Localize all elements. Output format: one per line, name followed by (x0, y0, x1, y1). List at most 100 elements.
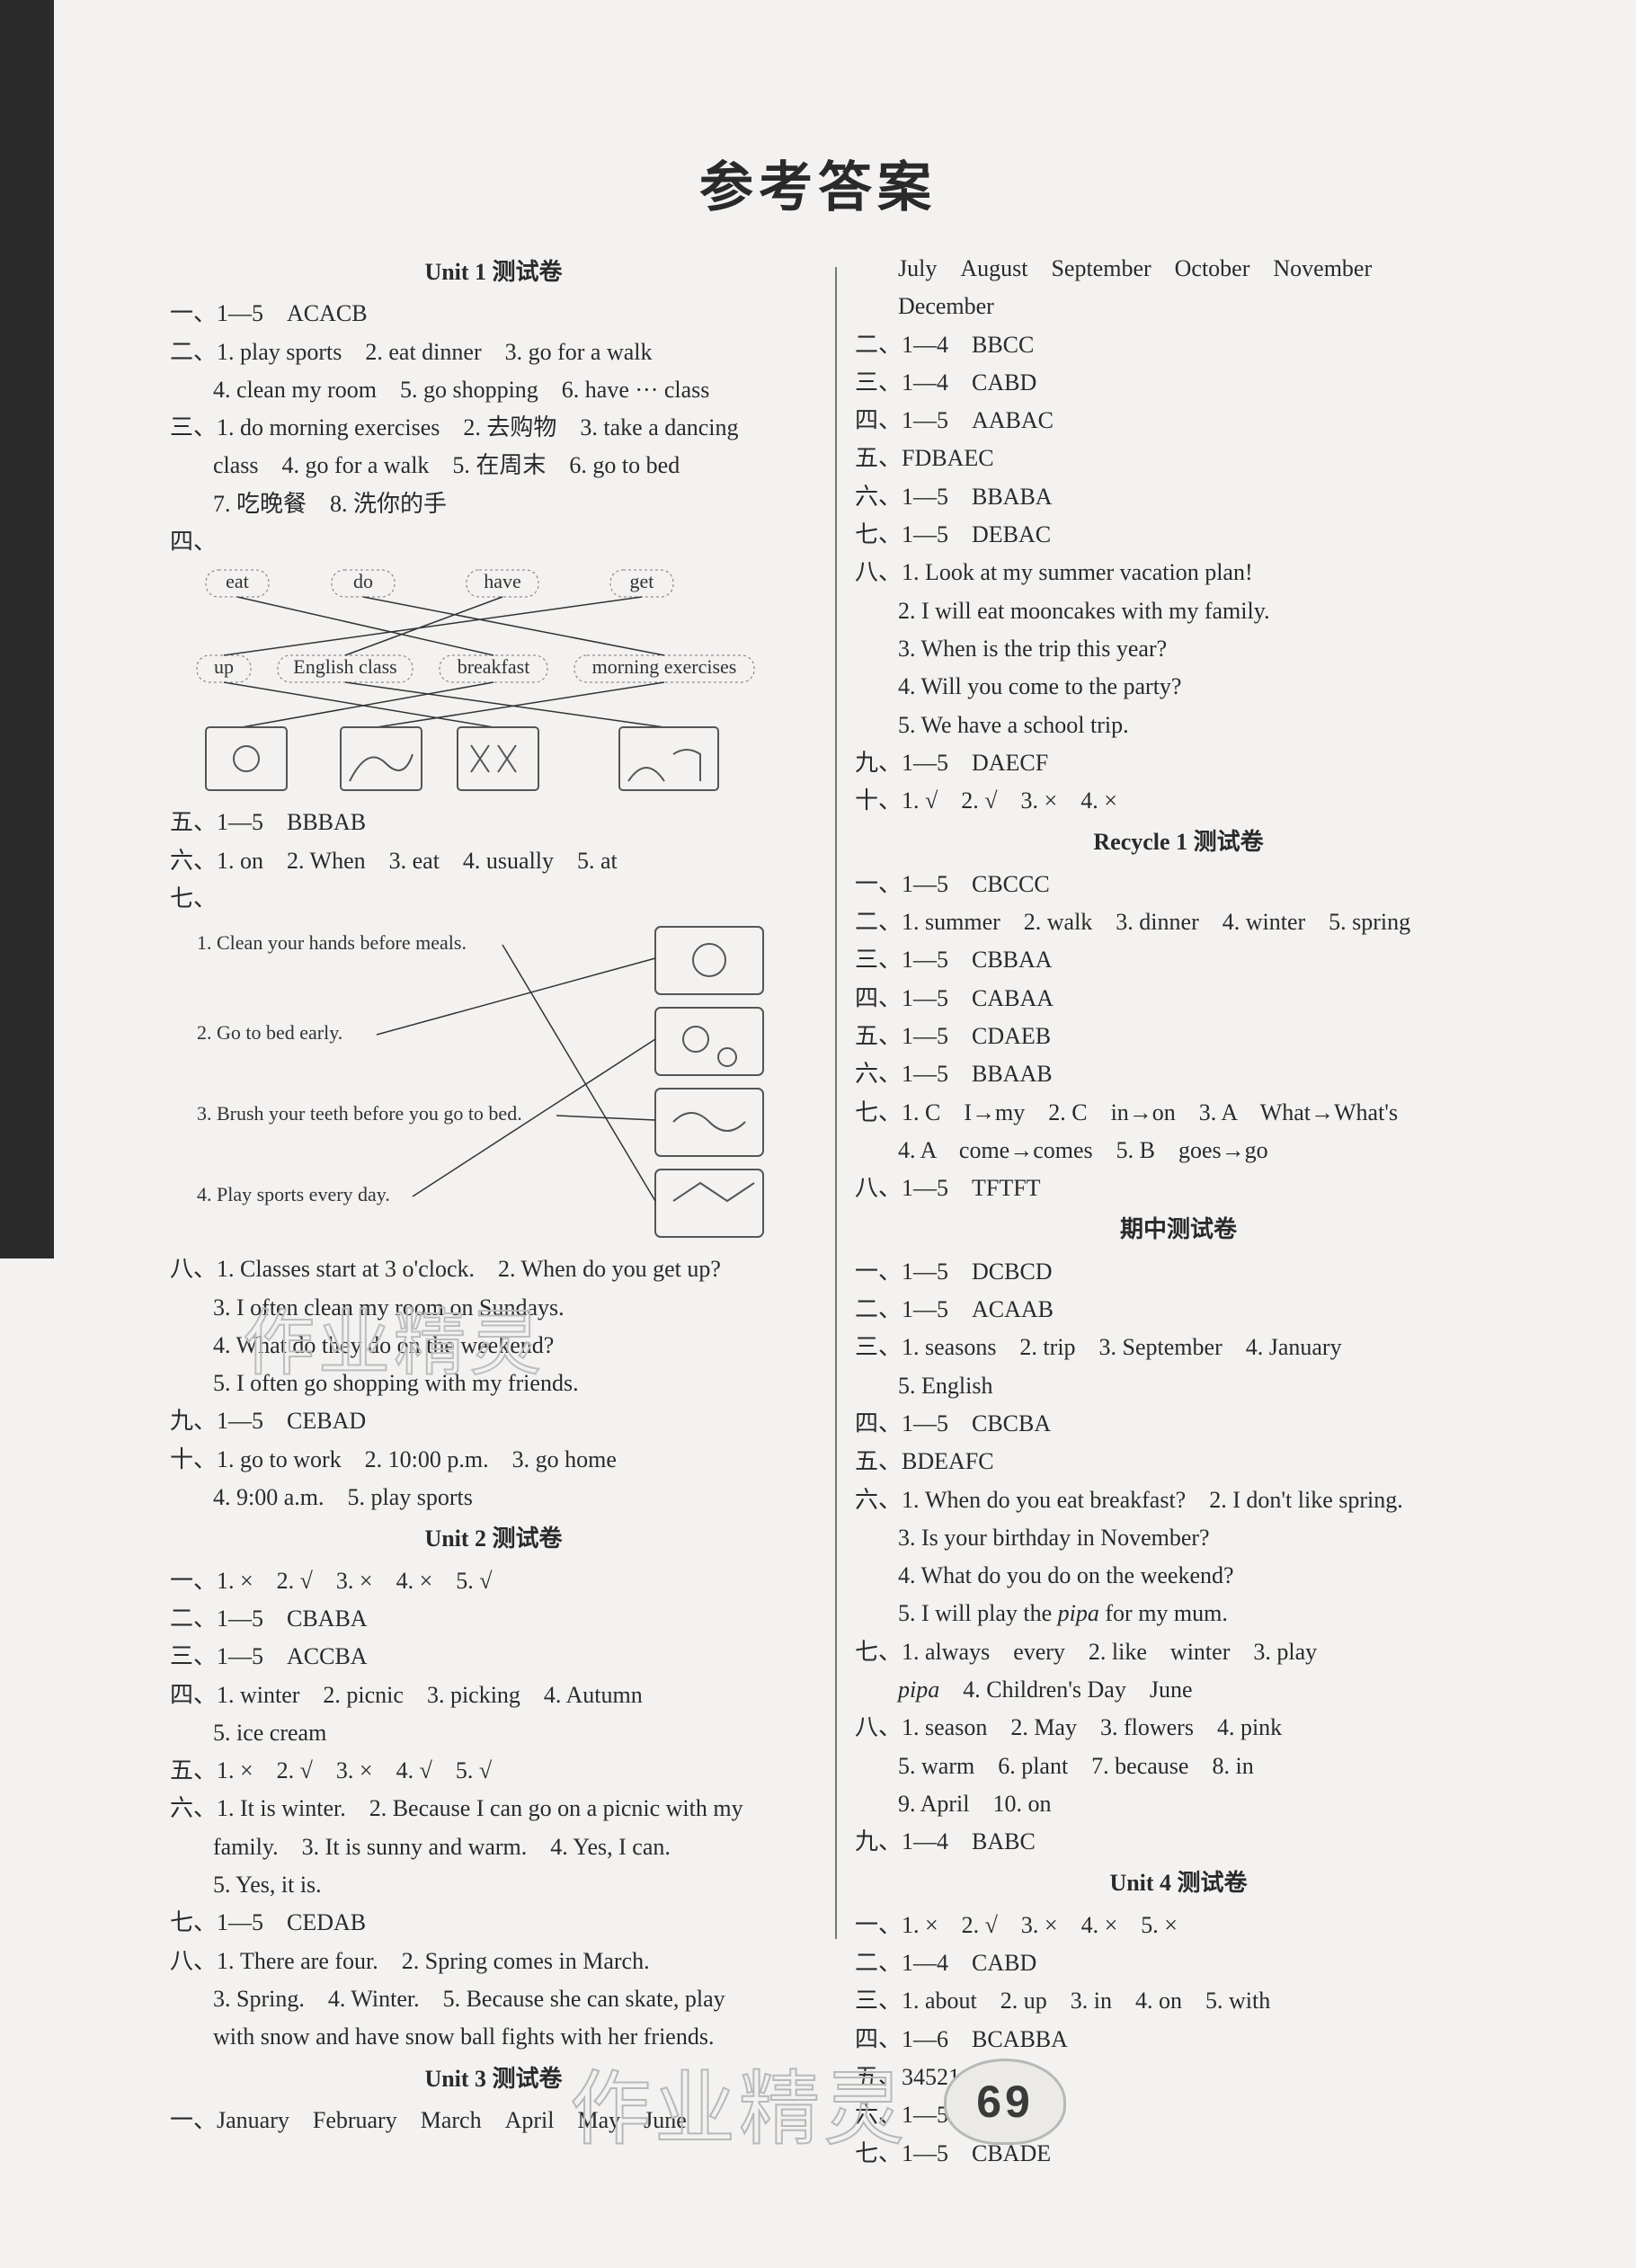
u1-q8d: 5. I often go shopping with my friends. (170, 1365, 817, 1401)
u1-q8c: 4. What do they do on the weekend? (170, 1328, 817, 1364)
unit4-heading: Unit 4 测试卷 (855, 1865, 1502, 1901)
u2-q8a: 八、1. There are four. 2. Spring comes in … (170, 1943, 817, 1979)
m-q8c: 9. April 10. on (855, 1786, 1502, 1822)
u2-q4a: 四、1. winter 2. picnic 3. picking 4. Autu… (170, 1677, 817, 1713)
d1-bot-3: morning exercises (592, 655, 737, 678)
columns: Unit 1 测试卷 一、1—5 ACACB 二、1. play sports … (0, 249, 1636, 2174)
m-q6d-c: for my mum. (1099, 1600, 1228, 1626)
unit2-heading: Unit 2 测试卷 (170, 1521, 817, 1557)
m-q9: 九、1—4 BABC (855, 1824, 1502, 1860)
u4-q4: 四、1—6 BCABBA (855, 2022, 1502, 2058)
d1-top-0: eat (226, 570, 249, 592)
u1-q4-label: 四、 (170, 524, 817, 560)
d2-item-1: 2. Go to bed early. (197, 1021, 342, 1044)
u1-q1: 一、1—5 ACACB (170, 296, 817, 332)
m-q4: 四、1—5 CBCBA (855, 1406, 1502, 1442)
u2-q6c: 5. Yes, it is. (170, 1867, 817, 1903)
u2-q2: 二、1—5 CBABA (170, 1601, 817, 1637)
u4-q2: 二、1—4 CABD (855, 1945, 1502, 1981)
u3-q1a: 一、January February March April May June (170, 2103, 817, 2139)
m-q6a: 六、1. When do you eat breakfast? 2. I don… (855, 1482, 1502, 1518)
u2-q8c: with snow and have snow ball fights with… (170, 2019, 817, 2055)
m-q6d: 5. I will play the pipa for my mum. (855, 1596, 1502, 1632)
m-q7b-b: 4. Children's Day June (939, 1677, 1192, 1703)
m-q6b: 3. Is your birthday in November? (855, 1520, 1502, 1556)
matching-diagram-2: 1. Clean your hands before meals. 2. Go … (170, 922, 817, 1246)
u3-q8c: 3. When is the trip this year? (855, 631, 1502, 667)
u2-q1: 一、1. × 2. √ 3. × 4. × 5. √ (170, 1563, 817, 1599)
matching-diagram-1: eat do have get up English class (170, 565, 817, 799)
m-q3b: 5. English (855, 1368, 1502, 1404)
r1-q3: 三、1—5 CBBAA (855, 942, 1502, 978)
u3-q1b: July August September October November (855, 251, 1502, 287)
r1-q4: 四、1—5 CABAA (855, 981, 1502, 1017)
d1-bot-2: breakfast (458, 655, 530, 678)
u4-q6: 六、1—5 TTTFT (855, 2097, 1502, 2133)
r1-q7a: 七、1. C I→my 2. C in→on 3. A What→What's (855, 1095, 1502, 1131)
r1-q2: 二、1. summer 2. walk 3. dinner 4. winter … (855, 904, 1502, 940)
unit1-heading: Unit 1 测试卷 (170, 254, 817, 290)
u3-q8b: 2. I will eat mooncakes with my family. (855, 593, 1502, 629)
d1-top-3: get (630, 570, 654, 592)
u1-q5: 五、1—5 BBBAB (170, 805, 817, 840)
d2-item-3: 4. Play sports every day. (197, 1183, 390, 1205)
m-q6d-b: pipa (1058, 1600, 1099, 1626)
u1-q2b: 4. clean my room 5. go shopping 6. have … (170, 372, 817, 408)
u3-q4: 四、1—5 AABAC (855, 403, 1502, 439)
m-q8a: 八、1. season 2. May 3. flowers 4. pink (855, 1710, 1502, 1746)
u4-q1: 一、1. × 2. √ 3. × 4. × 5. × (855, 1908, 1502, 1943)
u2-q5: 五、1. × 2. √ 3. × 4. √ 5. √ (170, 1753, 817, 1789)
u3-q3: 三、1—4 CABD (855, 365, 1502, 401)
u1-q8b: 3. I often clean my room on Sundays. (170, 1290, 817, 1326)
u3-q7: 七、1—5 DEBAC (855, 517, 1502, 553)
r1-q5: 五、1—5 CDAEB (855, 1018, 1502, 1054)
u3-q5: 五、FDBAEC (855, 440, 1502, 476)
page: 参考答案 Unit 1 测试卷 一、1—5 ACACB 二、1. play sp… (0, 0, 1636, 2268)
u1-q10a: 十、1. go to work 2. 10:00 p.m. 3. go home (170, 1442, 817, 1478)
m-q6d-a: 5. I will play the (898, 1600, 1058, 1626)
recycle1-heading: Recycle 1 测试卷 (855, 824, 1502, 860)
u3-q8e: 5. We have a school trip. (855, 707, 1502, 743)
u1-q8a: 八、1. Classes start at 3 o'clock. 2. When… (170, 1251, 817, 1287)
u3-q10: 十、1. √ 2. √ 3. × 4. × (855, 783, 1502, 819)
u4-q5: 五、34521 (855, 2059, 1502, 2095)
u4-q3: 三、1. about 2. up 3. in 4. on 5. with (855, 1983, 1502, 2019)
m-q6c: 4. What do you do on the weekend? (855, 1558, 1502, 1594)
midterm-heading: 期中测试卷 (855, 1212, 1502, 1248)
page-title: 参考答案 (0, 0, 1636, 249)
u2-q8b: 3. Spring. 4. Winter. 5. Because she can… (170, 1981, 817, 2017)
u1-q10b: 4. 9:00 a.m. 5. play sports (170, 1480, 817, 1516)
m-q3a: 三、1. seasons 2. trip 3. September 4. Jan… (855, 1330, 1502, 1365)
u1-q6: 六、1. on 2. When 3. eat 4. usually 5. at (170, 843, 817, 879)
u3-q1c: December (855, 289, 1502, 325)
r1-q6: 六、1—5 BBAAB (855, 1056, 1502, 1092)
right-column: July August September October November D… (855, 249, 1502, 2174)
u1-q3c: 7. 吃晚餐 8. 洗你的手 (170, 486, 817, 522)
unit3-heading: Unit 3 测试卷 (170, 2061, 817, 2097)
d2-item-0: 1. Clean your hands before meals. (197, 931, 467, 954)
r1-q1: 一、1—5 CBCCC (855, 867, 1502, 903)
d1-top-1: do (353, 570, 373, 592)
r1-q8: 八、1—5 TFTFT (855, 1170, 1502, 1206)
d1-bot-0: up (214, 655, 234, 678)
u2-q4b: 5. ice cream (170, 1715, 817, 1751)
m-q1: 一、1—5 DCBCD (855, 1254, 1502, 1290)
u1-q7-label: 七、 (170, 881, 817, 917)
u3-q8a: 八、1. Look at my summer vacation plan! (855, 555, 1502, 591)
u1-q9: 九、1—5 CEBAD (170, 1403, 817, 1439)
d1-top-2: have (484, 570, 521, 592)
m-q7a: 七、1. always every 2. like winter 3. play (855, 1634, 1502, 1670)
r1-q7b: 4. A come→comes 5. B goes→go (855, 1133, 1502, 1169)
u2-q6b: family. 3. It is sunny and warm. 4. Yes,… (170, 1829, 817, 1865)
column-divider (835, 267, 837, 1939)
u1-q2a: 二、1. play sports 2. eat dinner 3. go for… (170, 334, 817, 370)
u3-q9: 九、1—5 DAECF (855, 745, 1502, 781)
u2-q6a: 六、1. It is winter. 2. Because I can go o… (170, 1791, 817, 1827)
d1-bot-1: English class (293, 655, 397, 678)
u1-q3b: class 4. go for a walk 5. 在周末 6. go to b… (170, 448, 817, 484)
m-q8b: 5. warm 6. plant 7. because 8. in (855, 1748, 1502, 1784)
u3-q8d: 4. Will you come to the party? (855, 669, 1502, 705)
u3-q2: 二、1—4 BBCC (855, 327, 1502, 363)
u1-q3a: 三、1. do morning exercises 2. 去购物 3. take… (170, 410, 817, 446)
u2-q7: 七、1—5 CEDAB (170, 1905, 817, 1941)
